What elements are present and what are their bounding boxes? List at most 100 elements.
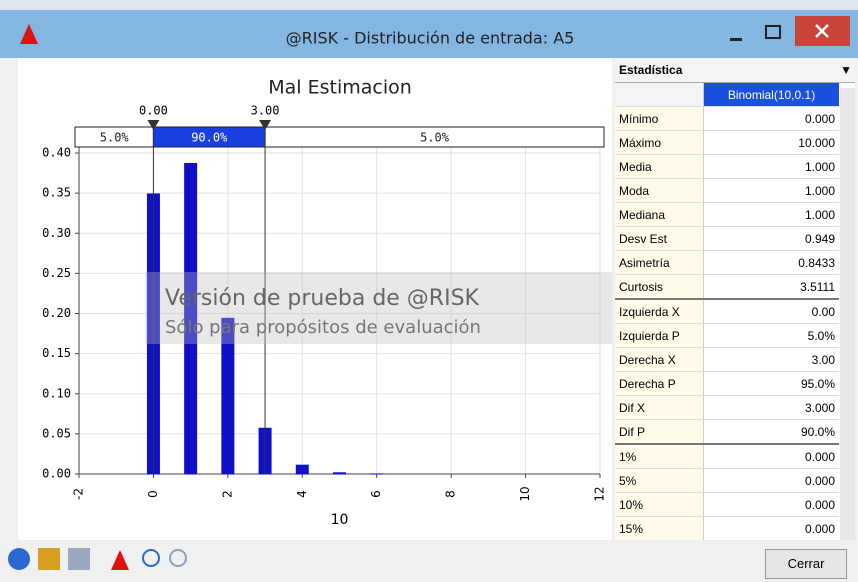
distribution-button[interactable] bbox=[111, 550, 129, 570]
stat-label: 1% bbox=[615, 444, 704, 469]
stat-label: Moda bbox=[615, 179, 704, 203]
bar bbox=[334, 473, 346, 474]
window-title: @RISK - Distribución de entrada: A5 bbox=[286, 29, 575, 48]
x-tick-label: 6 bbox=[369, 490, 383, 498]
stat-label: Dif X bbox=[615, 396, 704, 420]
background-strip bbox=[0, 0, 858, 10]
stat-label: Izquierda P bbox=[615, 324, 704, 348]
watermark-title: Versión de prueba de @RISK bbox=[165, 286, 480, 311]
stat-label: Mediana bbox=[615, 203, 704, 227]
stat-value: 10.000 bbox=[704, 131, 840, 155]
zoom-out-button[interactable] bbox=[170, 550, 186, 566]
stat-label: Asimetría bbox=[615, 251, 704, 275]
x-axis-label: 10 bbox=[331, 512, 349, 528]
stat-label: 10% bbox=[615, 493, 704, 517]
stat-value: 1.000 bbox=[704, 203, 840, 227]
stat-label: Desv Est bbox=[615, 227, 704, 251]
stat-value: 0.000 bbox=[704, 493, 840, 517]
stat-value: 3.00 bbox=[704, 348, 840, 372]
stat-value: 0.949 bbox=[704, 227, 840, 251]
y-tick-label: 0.25 bbox=[42, 266, 71, 280]
y-tick-label: 0.40 bbox=[42, 146, 71, 160]
corner-cell bbox=[615, 83, 704, 107]
y-tick-label: 0.10 bbox=[42, 386, 71, 400]
x-tick-label: 2 bbox=[220, 490, 234, 498]
stat-row: 15%0.000 bbox=[615, 517, 839, 541]
stat-value: 0.000 bbox=[704, 517, 840, 541]
dropdown-arrow[interactable]: ▼ bbox=[840, 58, 852, 82]
stat-label: Derecha P bbox=[615, 372, 704, 396]
close-button[interactable] bbox=[795, 16, 850, 46]
statistics-title: Estadística bbox=[619, 63, 682, 77]
scrollbar[interactable] bbox=[840, 88, 855, 540]
x-tick-label: 10 bbox=[518, 486, 532, 501]
x-tick-label: 12 bbox=[593, 486, 607, 501]
stat-label: 5% bbox=[615, 469, 704, 493]
page: @RISK - Distribución de entrada: A5 Mal … bbox=[0, 0, 858, 582]
delimiter-label: 0.00 bbox=[139, 104, 168, 118]
stat-value: 0.000 bbox=[704, 469, 840, 493]
close-button[interactable]: Cerrar bbox=[765, 549, 847, 579]
stat-value: 0.000 bbox=[704, 444, 840, 469]
delimiter-label: 3.00 bbox=[251, 104, 280, 118]
y-tick-label: 0.35 bbox=[42, 186, 71, 200]
x-tick-label: 4 bbox=[295, 490, 309, 498]
stat-label: Derecha X bbox=[615, 348, 704, 372]
stat-value: 3.5111 bbox=[704, 275, 840, 300]
stat-value: 3.000 bbox=[704, 396, 840, 420]
watermark-subtitle: Sólo para propósitos de evaluación bbox=[165, 317, 481, 338]
stat-label: Dif P bbox=[615, 420, 704, 445]
stat-value: 5.0% bbox=[704, 324, 840, 348]
chart-title: Mal Estimacion bbox=[268, 77, 412, 99]
minimize-button[interactable] bbox=[730, 38, 742, 41]
stat-value: 1.000 bbox=[704, 179, 840, 203]
y-tick-label: 0.15 bbox=[42, 346, 71, 360]
stat-label: Máximo bbox=[615, 131, 704, 155]
stat-value: 90.0% bbox=[704, 420, 840, 445]
stat-value: 0.00 bbox=[704, 299, 840, 324]
chart-type-button[interactable] bbox=[38, 548, 60, 570]
x-tick-label: 8 bbox=[444, 490, 458, 498]
stat-label: 15% bbox=[615, 517, 704, 541]
band-percent: 5.0% bbox=[100, 131, 130, 145]
toolbar bbox=[8, 548, 186, 570]
stat-value: 95.0% bbox=[704, 372, 840, 396]
bar bbox=[296, 465, 308, 474]
stat-row: 1%0.000 bbox=[615, 444, 839, 469]
statistics-header[interactable]: Estadística ▼ bbox=[615, 58, 855, 83]
stat-label: Izquierda X bbox=[615, 299, 704, 324]
format-button[interactable] bbox=[68, 548, 90, 570]
stat-label: Curtosis bbox=[615, 275, 704, 300]
stat-label: Mínimo bbox=[615, 107, 704, 131]
band-percent: 90.0% bbox=[191, 131, 228, 145]
stat-label: Media bbox=[615, 155, 704, 179]
band-percent: 5.0% bbox=[420, 131, 450, 145]
y-tick-label: 0.05 bbox=[42, 426, 71, 440]
y-tick-label: 0.00 bbox=[42, 467, 71, 481]
y-tick-label: 0.20 bbox=[42, 306, 71, 320]
x-tick-label: -2 bbox=[72, 488, 86, 500]
column-header: Binomial(10,0.1) bbox=[704, 83, 840, 107]
x-tick-label: 0 bbox=[146, 490, 160, 498]
stat-value: 1.000 bbox=[704, 155, 840, 179]
stat-row: 5%0.000 bbox=[615, 469, 839, 493]
stat-value: 0.000 bbox=[704, 107, 840, 131]
help-button[interactable] bbox=[8, 548, 30, 570]
stat-value: 0.8433 bbox=[704, 251, 840, 275]
zoom-in-button[interactable] bbox=[143, 550, 159, 566]
y-tick-label: 0.30 bbox=[42, 226, 71, 240]
